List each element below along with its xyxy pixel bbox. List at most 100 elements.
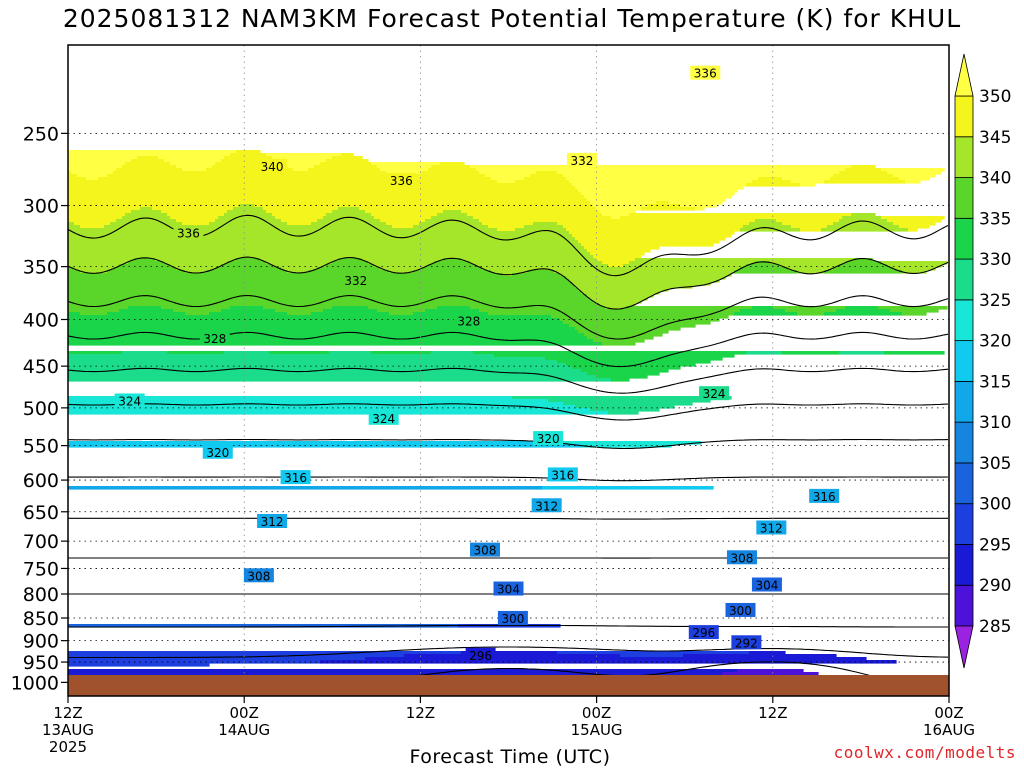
theta-band-cell [584,333,663,337]
theta-band-cell [272,264,327,268]
theta-band-cell [737,669,804,673]
theta-band-cell [68,378,612,382]
contour-label-bg [340,273,371,288]
theta-band-cell [116,168,183,172]
theta-band-cell [68,201,591,205]
contour-label: 312 [261,515,284,529]
theta-band-cell [74,222,111,226]
y-tick-label: 400 [23,310,59,332]
theta-band-cell [68,408,591,412]
theta-band-cell [362,258,444,262]
y-tick-label: 800 [23,584,59,606]
theta-band-cell [68,252,591,256]
contour-label: 336 [177,227,200,241]
contour-label: 324 [118,394,141,408]
contour-324 [68,403,949,421]
theta-band-cell [68,306,129,310]
theta-band-cell [215,162,282,166]
theta-band-cell [68,195,585,199]
theta-band-cell [842,216,882,220]
theta-band-cell [788,267,834,271]
colorbar-box [954,95,974,138]
theta-band-cell [68,225,81,229]
theta-band-cell [569,279,720,283]
theta-band-cell [158,156,225,160]
theta-band-cell [68,324,570,328]
y-axis-pressure: 2503003504004505005506006507007508008509… [11,123,68,694]
theta-band-cell [839,171,888,175]
theta-band-cell [68,444,582,448]
theta-band-cell [140,207,153,211]
theta-band-cell [830,177,900,181]
theta-band-cell [68,486,543,490]
theta-band-cell [587,336,654,340]
theta-band-cell [854,258,873,262]
colorbar-box [954,258,974,301]
theta-band-cell [545,357,723,361]
theta-band-cell [68,342,603,346]
theta-band-cell [365,657,867,661]
contour-label-bg [547,467,578,482]
theta-band-cell [470,261,603,265]
theta-band-cell [68,315,552,319]
theta-band-cell [110,222,183,226]
theta-band-cell [386,222,420,226]
contour-label: 320 [537,432,560,446]
colorbar-box [954,503,974,545]
theta-band-cell [68,186,576,190]
colorbar-box [954,421,974,464]
theta-band-cell [68,165,123,169]
x-tick-label: 13AUG [42,721,94,739]
theta-band-cell [428,264,477,268]
theta-band-cell [368,306,438,310]
theta-band-cell [68,321,564,325]
theta-band-cell [182,168,207,172]
theta-band-cell [209,222,288,226]
theta-band-cell [68,297,591,301]
theta-band-cell [695,207,705,211]
theta-band-cell [746,183,801,187]
theta-band-cell [668,201,723,205]
colorbar-label: 335 [979,209,1011,229]
theta-band-cell [620,216,843,220]
theta-band-cell [206,270,288,274]
theta-band-cell [68,354,495,358]
theta-band-cell [68,369,582,373]
y-tick-label: 600 [23,470,59,492]
colorbar-bottom-arrow [954,625,974,669]
theta-band-cell [566,177,759,181]
theta-band-cell [215,267,282,271]
theta-band-cell [596,375,648,379]
colorbar-label: 330 [979,250,1011,270]
contour-label-bg [690,65,721,80]
theta-band-cell [824,180,906,184]
x-tick-label: 12Z [53,704,82,722]
theta-band-cell [332,306,369,310]
theta-band-cell [575,186,744,190]
theta-band-cell [176,267,216,271]
theta-band-cell [128,306,162,310]
theta-band-cell [530,174,564,178]
theta-band-cell [98,177,492,181]
theta-band-cell [338,258,363,262]
theta-band-cell [389,270,414,274]
theta-band-cell [68,357,546,361]
theta-band-cell [578,330,669,334]
theta-band-cell [164,261,228,265]
theta-band-cell [548,399,711,403]
theta-band-cell [893,267,936,271]
y-tick-label: 450 [23,356,59,378]
theta-band-cell [326,213,372,217]
theta-band-cell [128,261,165,265]
theta-band-cell [566,363,696,367]
theta-band-cell [419,222,483,226]
theta-band-cell [287,270,309,274]
theta-band-cell [479,171,537,175]
theta-band-cell [317,267,381,271]
x-tick-label: 12Z [406,704,435,722]
theta-band-cell [752,180,792,184]
theta-band-cell [68,216,123,220]
x-tick-label: 2025 [49,738,87,756]
colorbar-label: 340 [979,169,1011,189]
theta-band-cell [68,654,405,658]
